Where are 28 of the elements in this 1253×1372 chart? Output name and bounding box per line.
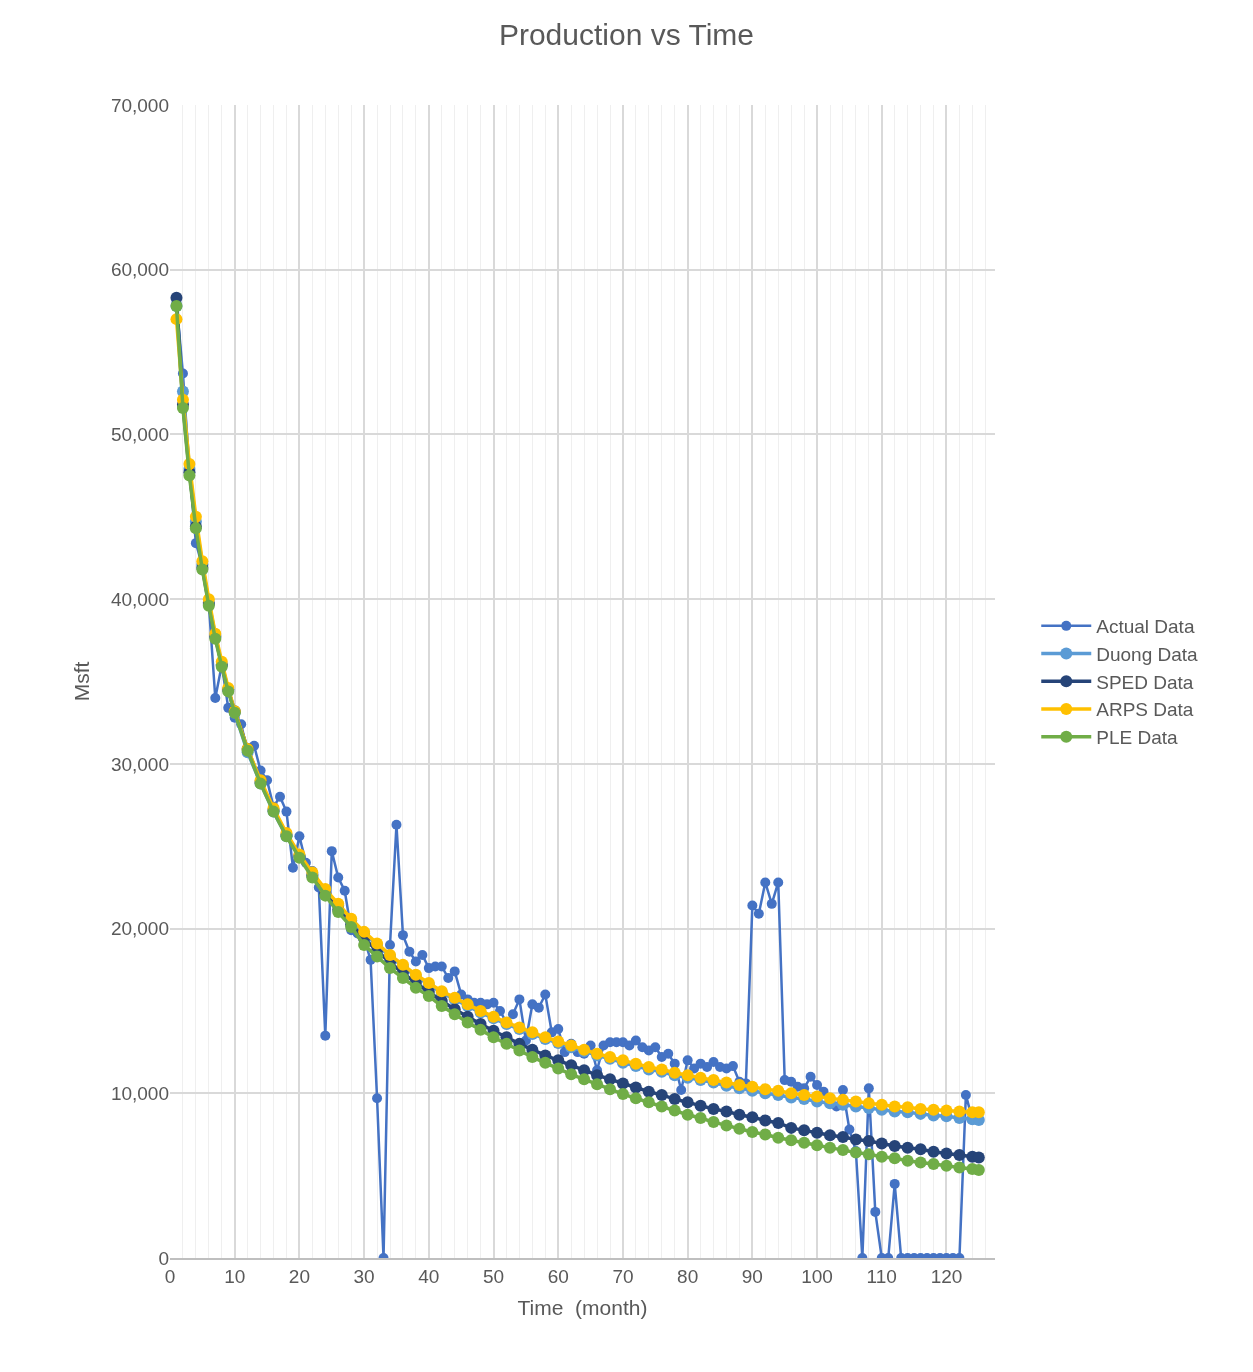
x-tick-label: 30 (353, 1265, 375, 1287)
y-tick-label: 0 (158, 1247, 169, 1269)
legend-label: ARPS Data (1096, 699, 1194, 721)
x-tick-label: 70 (612, 1265, 634, 1287)
x-axis-title: Time (month) (517, 1296, 648, 1320)
y-tick-label: 30,000 (110, 753, 169, 775)
legend-label: Actual Data (1096, 616, 1195, 638)
y-tick-label: 40,000 (110, 588, 169, 610)
y-tick-label: 70,000 (110, 94, 169, 116)
x-tick-label: 90 (741, 1265, 763, 1287)
y-tick-label: 60,000 (110, 259, 169, 281)
chart-title: Production vs Time (498, 17, 755, 51)
x-tick-label: 80 (677, 1265, 699, 1287)
x-tick-label: 120 (930, 1265, 963, 1287)
y-tick-label: 20,000 (110, 918, 169, 940)
y-axis-title: Msft (70, 661, 94, 702)
legend-label: Duong Data (1096, 643, 1199, 665)
x-tick-label: 50 (482, 1265, 505, 1287)
x-tick-label: 110 (866, 1265, 897, 1287)
legend-label: PLE Data (1096, 727, 1179, 749)
y-tick-label: 10,000 (110, 1082, 169, 1104)
x-tick-label: 100 (801, 1265, 833, 1287)
x-tick-label: 40 (418, 1265, 440, 1287)
x-tick-label: 60 (547, 1265, 569, 1287)
y-tick-label: 50,000 (110, 424, 169, 446)
x-tick-label: 10 (224, 1265, 246, 1287)
legend-label: SPED Data (1096, 671, 1194, 693)
x-tick-label: 20 (288, 1265, 310, 1287)
